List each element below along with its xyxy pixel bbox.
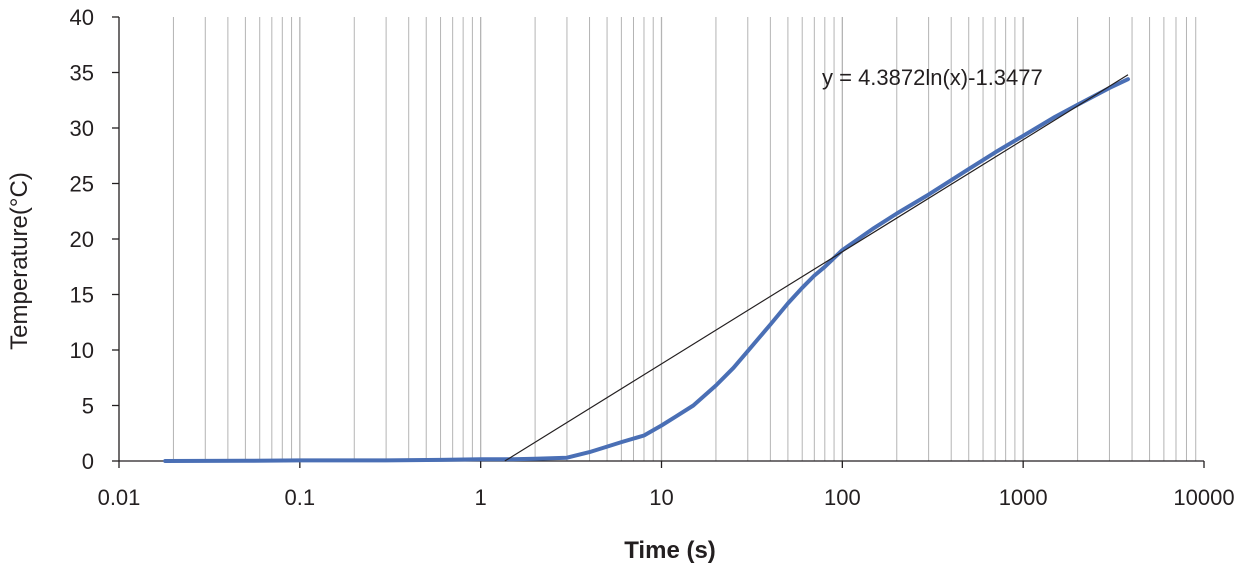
fit-equation-annotation: y = 4.3872ln(x)-1.3477 <box>822 65 1043 90</box>
y-tick-label: 10 <box>70 338 94 363</box>
x-tick-label: 0.01 <box>98 485 141 510</box>
x-tick-labels: 0.01 0.1 1 10 100 1000 10000 <box>98 485 1235 510</box>
y-tick-label: 15 <box>70 283 94 308</box>
x-tick-label: 1 <box>475 485 487 510</box>
y-axis-title: Temperature(°C) <box>6 172 33 350</box>
measured-temperature-line <box>163 77 1130 463</box>
y-tick-label: 25 <box>70 172 94 197</box>
x-tick-label: 100 <box>824 485 861 510</box>
series <box>163 74 1130 463</box>
y-tick-label: 30 <box>70 116 94 141</box>
y-tick-label: 0 <box>82 449 94 474</box>
y-tick-label: 35 <box>70 61 94 86</box>
logarithmic-fit-line <box>504 74 1129 462</box>
y-tick-labels: 0 5 10 15 20 25 30 35 40 <box>70 5 94 474</box>
y-tick-label: 5 <box>82 394 94 419</box>
x-tick-label: 10000 <box>1173 485 1234 510</box>
y-tick-label: 20 <box>70 227 94 252</box>
x-tick-label: 10 <box>649 485 673 510</box>
grid-lines <box>172 17 1197 461</box>
x-axis-title: Time (s) <box>624 537 716 564</box>
y-tick-label: 40 <box>70 5 94 30</box>
x-tick-label: 0.1 <box>285 485 316 510</box>
x-tick-label: 1000 <box>999 485 1048 510</box>
